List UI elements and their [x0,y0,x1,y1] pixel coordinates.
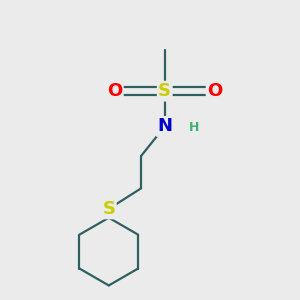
Text: O: O [207,82,222,100]
Text: N: N [157,117,172,135]
Text: S: S [102,200,115,218]
Text: O: O [107,82,122,100]
Text: S: S [158,82,171,100]
Text: H: H [189,122,200,134]
